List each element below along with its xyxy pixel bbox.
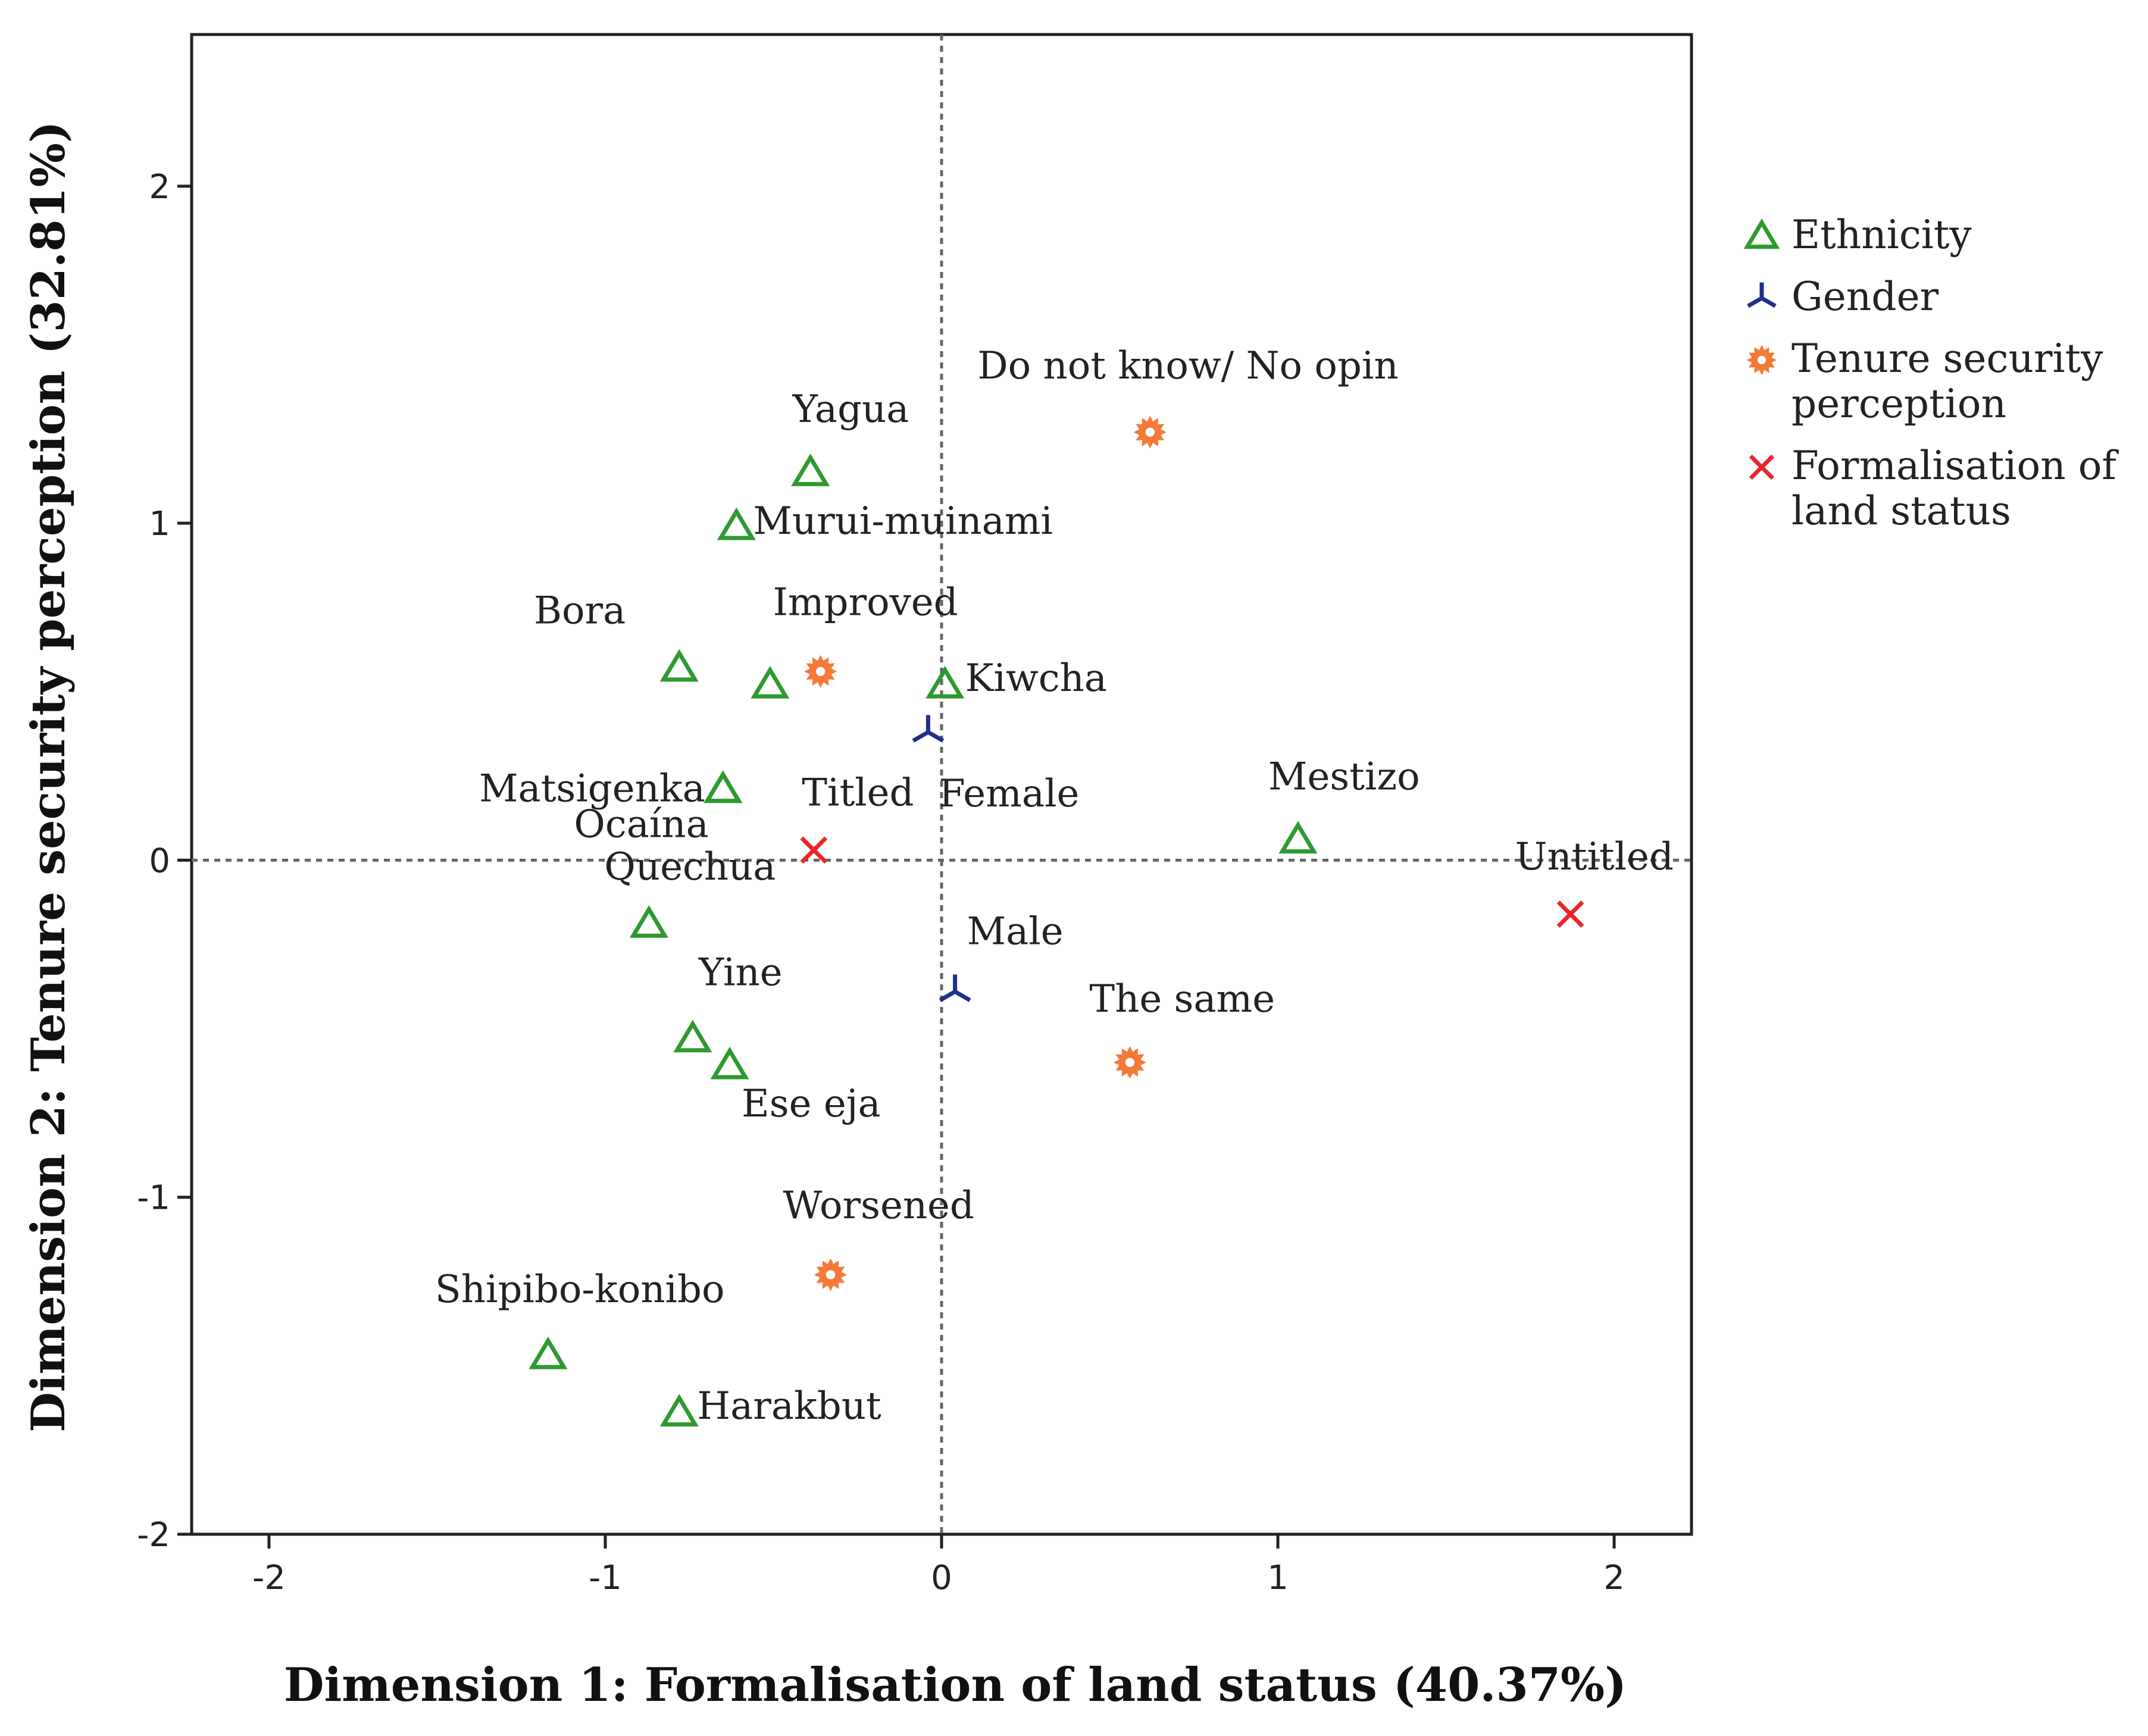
y-tick-label: 1 <box>149 505 170 543</box>
point-tri-down <box>939 974 971 1002</box>
point-label: Untitled <box>1515 835 1674 879</box>
x-tick-label: 2 <box>1603 1559 1625 1597</box>
point-triangle <box>629 905 668 938</box>
point-label: Quechua <box>604 845 776 889</box>
legend-marker-tri-down <box>1747 282 1777 308</box>
x-axis-title: Dimension 1: Formalisation of land statu… <box>284 1658 1627 1712</box>
y-tick-label: -1 <box>137 1179 170 1218</box>
point-label: Yine <box>698 951 783 995</box>
point-triangle <box>673 1019 712 1053</box>
y-tick-label: 0 <box>149 842 170 880</box>
point-label: Ocaína <box>574 802 708 846</box>
point-label: Titled <box>802 771 914 815</box>
y-axis-title: Dimension 2: Tenure security perception … <box>21 121 76 1432</box>
point-label: Shipibo-konibo <box>435 1268 725 1312</box>
point-triangle <box>659 1394 699 1427</box>
legend-label: Gender <box>1791 274 1939 320</box>
point-triangle <box>1278 821 1318 854</box>
legend-label: Tenure security <box>1791 336 2103 381</box>
point-label: Worsened <box>783 1184 974 1228</box>
point-star <box>1113 1046 1146 1079</box>
y-tick-label: -2 <box>137 1516 170 1554</box>
point-x <box>1556 900 1584 928</box>
legend-marker-triangle <box>1743 218 1780 249</box>
legend-label: land status <box>1791 488 2011 534</box>
point-label: Matsigenka <box>479 767 705 811</box>
x-tick-label: 1 <box>1267 1559 1289 1597</box>
point-label: Mestizo <box>1268 755 1420 799</box>
point-triangle <box>791 453 830 486</box>
point-label: Yagua <box>792 387 909 431</box>
point-label: Kiwcha <box>965 656 1107 700</box>
point-triangle <box>529 1336 568 1369</box>
point-star <box>1133 415 1167 449</box>
point-label: The same <box>1089 977 1275 1021</box>
legend-label: perception <box>1791 381 2006 427</box>
point-label: Harakbut <box>697 1384 881 1428</box>
point-star <box>804 655 837 688</box>
point-label: Female <box>939 772 1079 816</box>
plot-area: -2 -1 0 1 2 -2 -1 0 1 2 Yagua Murui-muinami Bora Kiwc… <box>137 33 1693 1597</box>
point-label: Bora <box>534 589 626 633</box>
point-triangle <box>710 1046 749 1080</box>
point-triangle <box>926 665 965 699</box>
y-tick-label: 2 <box>149 168 170 207</box>
legend-marker-star <box>1746 345 1777 376</box>
point-triangle <box>751 665 790 699</box>
x-tick-label: 0 <box>931 1559 952 1597</box>
point-label: Ese eja <box>742 1082 881 1126</box>
point-label: Murui-muinami <box>753 499 1053 543</box>
point-label: Male <box>967 909 1064 953</box>
point-x <box>800 836 828 864</box>
x-tick-label: -1 <box>589 1559 622 1597</box>
point-triangle <box>717 507 756 540</box>
legend-marker-x <box>1749 454 1775 480</box>
point-triangle <box>704 770 743 803</box>
point-label: Do not know/ No opin <box>977 344 1398 388</box>
legend-label: Formalisation of <box>1791 443 2119 489</box>
point-triangle <box>659 649 699 682</box>
point-tri-down <box>912 715 945 743</box>
legend: Ethnicity Gender Tenure securityperception… <box>1743 212 2119 534</box>
point-star <box>814 1258 848 1291</box>
point-label: Improved <box>773 580 958 624</box>
x-tick-label: -2 <box>252 1559 286 1597</box>
legend-label: Ethnicity <box>1791 212 1972 258</box>
